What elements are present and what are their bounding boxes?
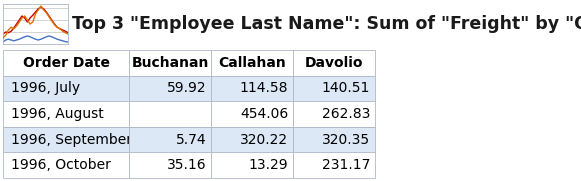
Text: Top 3 "Employee Last Name": Sum of "Freight" by "Order Date": Top 3 "Employee Last Name": Sum of "Frei… [72, 15, 581, 33]
